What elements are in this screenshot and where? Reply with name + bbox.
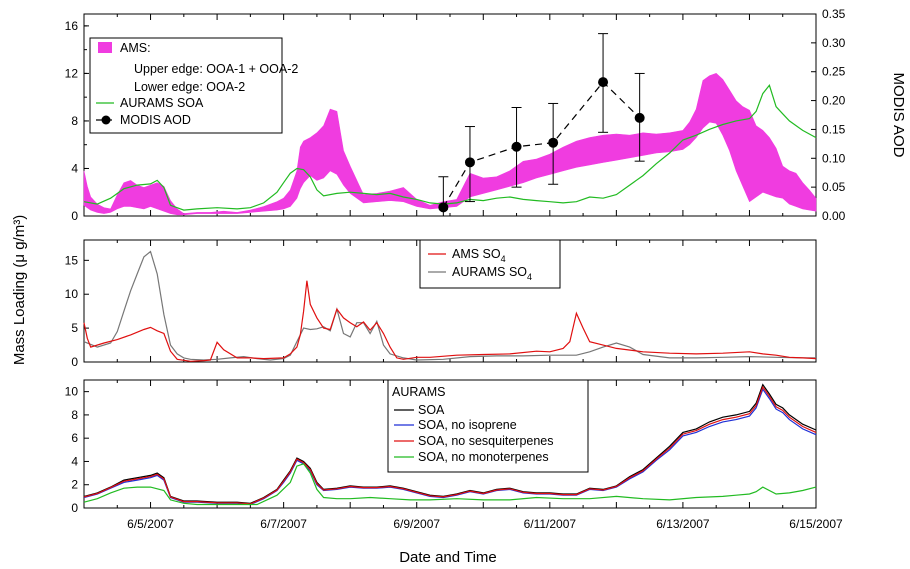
bottom-y-tick-label: 0 bbox=[71, 501, 78, 515]
legend-aurams-title: AURAMS bbox=[392, 385, 445, 399]
x-tick-label: 6/9/2007 bbox=[393, 517, 440, 531]
legend-no-isoprene-label: SOA, no isoprene bbox=[418, 418, 517, 432]
legend-aurams-soa-label: AURAMS SOA bbox=[120, 96, 204, 110]
middle-y-tick-label: 5 bbox=[71, 321, 78, 335]
legend-ams-so4-label: AMS SO4 bbox=[452, 247, 506, 264]
ams-ooa-band bbox=[83, 73, 817, 216]
y-axis-title: Mass Loading (μ g/m³) bbox=[11, 215, 28, 365]
modis-aod-point bbox=[438, 202, 449, 213]
legend-no-sesqui-label: SOA, no sesquiterpenes bbox=[418, 434, 554, 448]
legend-aurams-so4-label: AURAMS SO4 bbox=[452, 265, 532, 282]
top-y-tick-label: 0 bbox=[71, 209, 78, 223]
top-y2-tick-label: 0.25 bbox=[822, 65, 846, 79]
bottom-y-tick-label: 8 bbox=[71, 408, 78, 422]
top-y2-tick-label: 0.15 bbox=[822, 122, 846, 136]
middle-y-tick-label: 10 bbox=[65, 287, 79, 301]
legend-top: AMS: Upper edge: OOA-1 + OOA-2 Lower edg… bbox=[89, 37, 298, 134]
top-y-tick-label: 4 bbox=[71, 161, 78, 175]
bottom-panel: 0 2 4 6 8 10 6/5/2007 6/7/2007 6/9/2007 6/11/2007… bbox=[65, 379, 843, 531]
x-tick-label: 6/11/2007 bbox=[524, 517, 577, 531]
top-panel: 0 4 8 12 16 0.00 0.05 0.10 0.15 0.20 0.25 0.30 0.35 bbox=[65, 7, 846, 223]
x-tick-label: 6/13/2007 bbox=[656, 517, 710, 531]
top-y-tick-label: 12 bbox=[65, 66, 79, 80]
legend-bottom-box bbox=[387, 379, 589, 473]
top-y2-tick-label: 0.20 bbox=[822, 94, 846, 108]
legend-middle: AMS SO4 AURAMS SO4 bbox=[419, 239, 561, 289]
soa-no-monoterpenes-line bbox=[83, 463, 817, 506]
legend-ams-so4-text: AMS SO bbox=[452, 247, 501, 261]
modis-aod-point bbox=[634, 112, 645, 123]
bottom-y-tick-label: 4 bbox=[71, 454, 78, 468]
modis-aod-point bbox=[548, 137, 559, 148]
modis-aod-point bbox=[598, 77, 609, 88]
modis-aod-point bbox=[511, 141, 522, 152]
top-y2-tick-label: 0.30 bbox=[822, 36, 846, 50]
bottom-y-tick-label: 6 bbox=[71, 431, 78, 445]
x-tick-label: 6/7/2007 bbox=[260, 517, 307, 531]
top-y2-tick-label: 0.05 bbox=[822, 180, 846, 194]
legend-top-box bbox=[89, 37, 283, 134]
legend-ams-lower: Lower edge: OOA-2 bbox=[134, 80, 245, 94]
legend-ams-label: AMS: bbox=[120, 41, 151, 55]
top-y-tick-label: 16 bbox=[65, 19, 79, 33]
legend-ams-so4-sub: 4 bbox=[501, 254, 506, 264]
top-y2-tick-label: 0.35 bbox=[822, 7, 846, 21]
legend-soa-label: SOA bbox=[418, 403, 445, 417]
legend-aurams-so4-text: AURAMS SO bbox=[452, 265, 527, 279]
middle-y-tick-label: 15 bbox=[65, 253, 79, 267]
legend-middle-box bbox=[419, 239, 561, 289]
legend-modis-label: MODIS AOD bbox=[120, 113, 191, 127]
soa-no-sesquiterpenes-line bbox=[83, 385, 817, 505]
x-tick-label: 6/15/2007 bbox=[789, 517, 843, 531]
ams-so4-line bbox=[83, 280, 817, 362]
top-y2-tick-label: 0.10 bbox=[822, 151, 846, 165]
legend-ams-swatch bbox=[98, 42, 112, 53]
top-y2-tick-label: 0.00 bbox=[822, 209, 846, 223]
legend-no-mono-label: SOA, no monoterpenes bbox=[418, 450, 549, 464]
x-tick-label: 6/5/2007 bbox=[127, 517, 174, 531]
bottom-y-tick-label: 2 bbox=[71, 478, 78, 492]
modis-aod-point bbox=[464, 157, 475, 168]
bottom-y-tick-label: 10 bbox=[65, 385, 79, 399]
top-y-tick-label: 8 bbox=[71, 114, 78, 128]
middle-y-tick-label: 0 bbox=[71, 355, 78, 369]
legend-bottom: AURAMS SOA SOA, no isoprene SOA, no sesq… bbox=[387, 379, 589, 473]
y2-axis-title: MODIS AOD bbox=[890, 72, 907, 157]
legend-aurams-so4-sub: 4 bbox=[527, 272, 532, 282]
x-axis-title: Date and Time bbox=[399, 549, 497, 566]
legend-modis-marker bbox=[101, 115, 111, 125]
legend-ams-upper: Upper edge: OOA-1 + OOA-2 bbox=[134, 62, 298, 76]
